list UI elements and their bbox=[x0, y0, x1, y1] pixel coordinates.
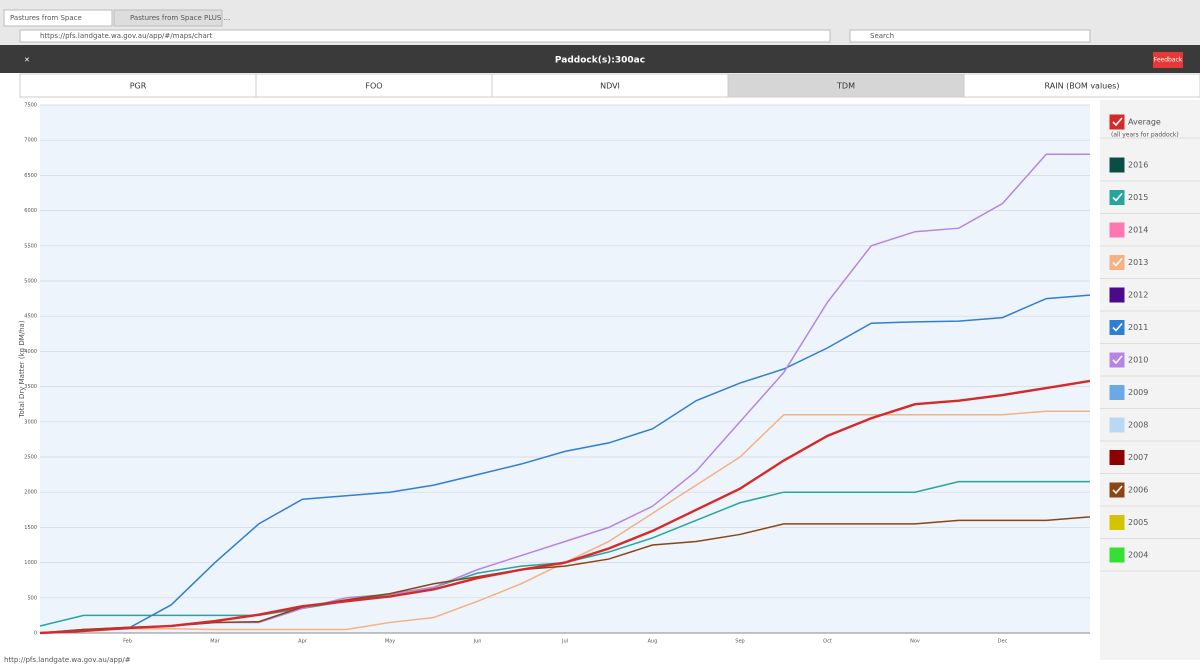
legend-label: 2012 bbox=[1128, 291, 1148, 300]
x-tick-label: Sep bbox=[735, 639, 744, 645]
y-axis-label: Total Dry Matter (kg DM/ha) bbox=[18, 320, 26, 418]
legend-label: 2015 bbox=[1128, 193, 1148, 202]
x-tick-label: Nov bbox=[910, 639, 920, 645]
checkmark bbox=[1112, 322, 1123, 332]
close[interactable]: ✕ bbox=[24, 56, 30, 64]
x-tick-label: May bbox=[385, 639, 395, 645]
tab[interactable] bbox=[113, 9, 223, 27]
url: https://pfs.landgate.wa.gov.au/app/#/map… bbox=[40, 32, 213, 40]
legend-label: 2006 bbox=[1128, 486, 1148, 495]
series-line bbox=[39, 294, 1091, 634]
legend-label: 2010 bbox=[1128, 356, 1148, 365]
y-tick-label: 1500 bbox=[24, 525, 37, 531]
y-tick-label: 0 bbox=[34, 631, 37, 637]
series-line bbox=[39, 516, 1091, 634]
chart-tab-label: NDVI bbox=[600, 82, 620, 91]
legend-label: 2011 bbox=[1128, 323, 1148, 332]
legend-checkbox-fill bbox=[1110, 353, 1124, 367]
chart-tab-label: PGR bbox=[130, 82, 147, 91]
x-tick-label: Apr bbox=[298, 639, 308, 645]
chart-tab-label: RAIN (BOM values) bbox=[1045, 82, 1120, 91]
header-title: Paddock(s):300ac bbox=[555, 56, 645, 66]
legend-label: 2008 bbox=[1128, 421, 1148, 430]
legend-checkbox[interactable] bbox=[1109, 287, 1125, 303]
legend-label: Average bbox=[1128, 118, 1161, 127]
x-tick-label: Jul bbox=[561, 639, 568, 645]
checkmark bbox=[1112, 355, 1123, 365]
checkmark bbox=[1112, 485, 1123, 495]
legend-label: 2016 bbox=[1128, 161, 1148, 170]
x-tick-label: Feb bbox=[123, 639, 132, 645]
x-tick-label: Oct bbox=[823, 639, 832, 645]
y-tick-label: 5000 bbox=[24, 279, 37, 285]
search-bar[interactable] bbox=[849, 29, 1091, 43]
x-tick-label: Aug bbox=[648, 639, 658, 645]
legend-checkbox[interactable] bbox=[1109, 547, 1125, 563]
tab[interactable] bbox=[3, 9, 113, 27]
legend-checkbox-fill bbox=[1110, 255, 1124, 270]
legend-checkbox[interactable] bbox=[1109, 417, 1125, 433]
y-tick-label: 6500 bbox=[24, 173, 37, 179]
y-tick-label: 7500 bbox=[24, 103, 37, 109]
legend-label: 2014 bbox=[1128, 226, 1148, 235]
legend-checkbox[interactable] bbox=[1109, 114, 1125, 130]
chart-tab-label: FOO bbox=[365, 82, 382, 91]
legend-checkbox[interactable] bbox=[1109, 157, 1125, 173]
x-tick-label: Mar bbox=[210, 639, 220, 645]
y-tick-label: 500 bbox=[27, 595, 37, 601]
checkmark bbox=[1112, 192, 1123, 202]
legend-label: 2004 bbox=[1128, 551, 1148, 560]
feedback-label: Feedback bbox=[1154, 57, 1183, 64]
status-text: http://pfs.landgate.wa.gov.au/app/# bbox=[4, 656, 131, 664]
y-tick-label: 5500 bbox=[24, 243, 37, 249]
chart-tab[interactable] bbox=[963, 73, 1200, 98]
legend-label: 2009 bbox=[1128, 388, 1148, 397]
y-tick-label: 1000 bbox=[24, 560, 37, 566]
y-tick-label: 3500 bbox=[24, 384, 37, 390]
legend-note: (all years for paddock) bbox=[1111, 132, 1179, 139]
chart-tab-label: TDM bbox=[836, 82, 855, 91]
search: Search bbox=[870, 32, 894, 40]
x-tick-label: Jun bbox=[473, 639, 482, 645]
y-tick-label: 7000 bbox=[24, 138, 37, 144]
legend-label: 2013 bbox=[1128, 258, 1148, 267]
legend-panel bbox=[1100, 100, 1200, 660]
plot-area bbox=[40, 105, 1090, 633]
tab-title: Pastures from Space PLUS ... bbox=[130, 14, 230, 22]
y-tick-label: 2000 bbox=[24, 490, 37, 496]
tab-title: Pastures from Space bbox=[10, 14, 82, 22]
series-line bbox=[39, 379, 1091, 635]
legend-checkbox-fill bbox=[1110, 190, 1124, 205]
y-tick-label: 4500 bbox=[24, 314, 37, 320]
app-header bbox=[0, 45, 1200, 73]
legend-checkbox[interactable] bbox=[1109, 450, 1125, 465]
legend-checkbox[interactable] bbox=[1109, 515, 1125, 530]
y-tick-label: 2500 bbox=[24, 455, 37, 461]
checkmark bbox=[1112, 117, 1123, 127]
y-tick-label: 6000 bbox=[24, 208, 37, 214]
legend-checkbox[interactable] bbox=[1109, 222, 1125, 238]
feedback-button[interactable] bbox=[1153, 52, 1183, 68]
legend-checkbox[interactable] bbox=[1109, 385, 1125, 400]
x-tick-label: Dec bbox=[998, 639, 1008, 645]
y-tick-label: 4000 bbox=[24, 349, 37, 355]
url-bar[interactable] bbox=[19, 29, 831, 43]
legend-checkbox-fill bbox=[1110, 483, 1124, 497]
legend-checkbox-fill bbox=[1110, 320, 1124, 335]
checkmark bbox=[1112, 257, 1123, 267]
legend-label: 2005 bbox=[1128, 518, 1148, 527]
legend-label: 2007 bbox=[1128, 453, 1148, 462]
y-tick-label: 3000 bbox=[24, 419, 37, 425]
